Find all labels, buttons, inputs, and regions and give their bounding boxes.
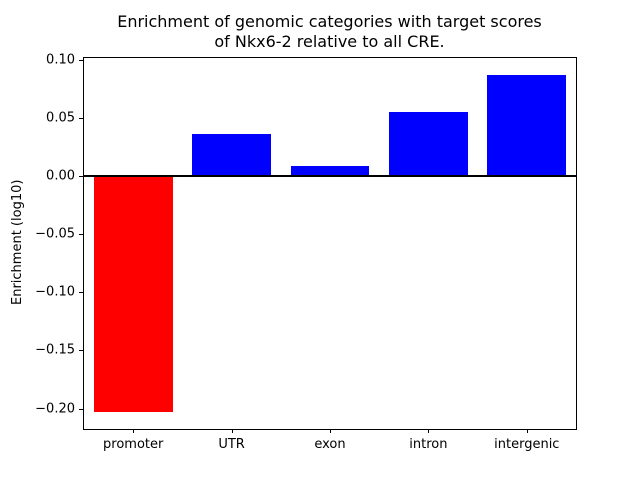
x-tick-mark (428, 429, 430, 433)
x-tick-mark (133, 429, 135, 433)
y-tick-label: 0.00 (46, 168, 75, 184)
x-tick-label-intron: intron (409, 437, 448, 452)
x-tick-label-intergenic: intergenic (494, 437, 560, 452)
bar-intron (389, 112, 468, 177)
x-tick-mark (231, 429, 233, 433)
x-tick-label-exon: exon (314, 437, 346, 452)
y-tick-mark (79, 292, 83, 294)
y-tick-label: 0.05 (46, 110, 75, 126)
x-tick-label-UTR: UTR (218, 437, 245, 452)
zero-baseline (84, 175, 576, 178)
bar-promoter (93, 176, 173, 413)
y-tick-label: 0.10 (46, 52, 75, 68)
y-axis-label: Enrichment (log10) (10, 179, 25, 306)
y-tick-mark (79, 408, 83, 410)
y-tick-mark (79, 117, 83, 119)
y-tick-label: −0.15 (35, 342, 75, 358)
y-tick-label: −0.20 (35, 401, 75, 417)
chart-title: Enrichment of genomic categories with ta… (83, 12, 576, 52)
y-tick-mark (79, 176, 83, 178)
x-tick-mark (526, 429, 528, 433)
y-tick-label: −0.10 (35, 284, 75, 300)
y-tick-mark (79, 59, 83, 61)
y-tick-label: −0.05 (35, 226, 75, 242)
bar-intergenic (487, 74, 567, 177)
chart-title-line-2: of Nkx6-2 relative to all CRE. (214, 32, 445, 51)
bar-exon (290, 165, 370, 177)
y-tick-mark (79, 234, 83, 236)
x-tick-label-promoter: promoter (103, 437, 164, 452)
plot-area: promoter UTR exon intron intergenic 0.10 0.05 0… (35, 52, 577, 452)
chart-title-line-1: Enrichment of genomic categories with ta… (117, 12, 542, 31)
x-tick-mark (330, 429, 331, 433)
bar-UTR (192, 134, 271, 177)
y-tick-mark (79, 350, 83, 352)
